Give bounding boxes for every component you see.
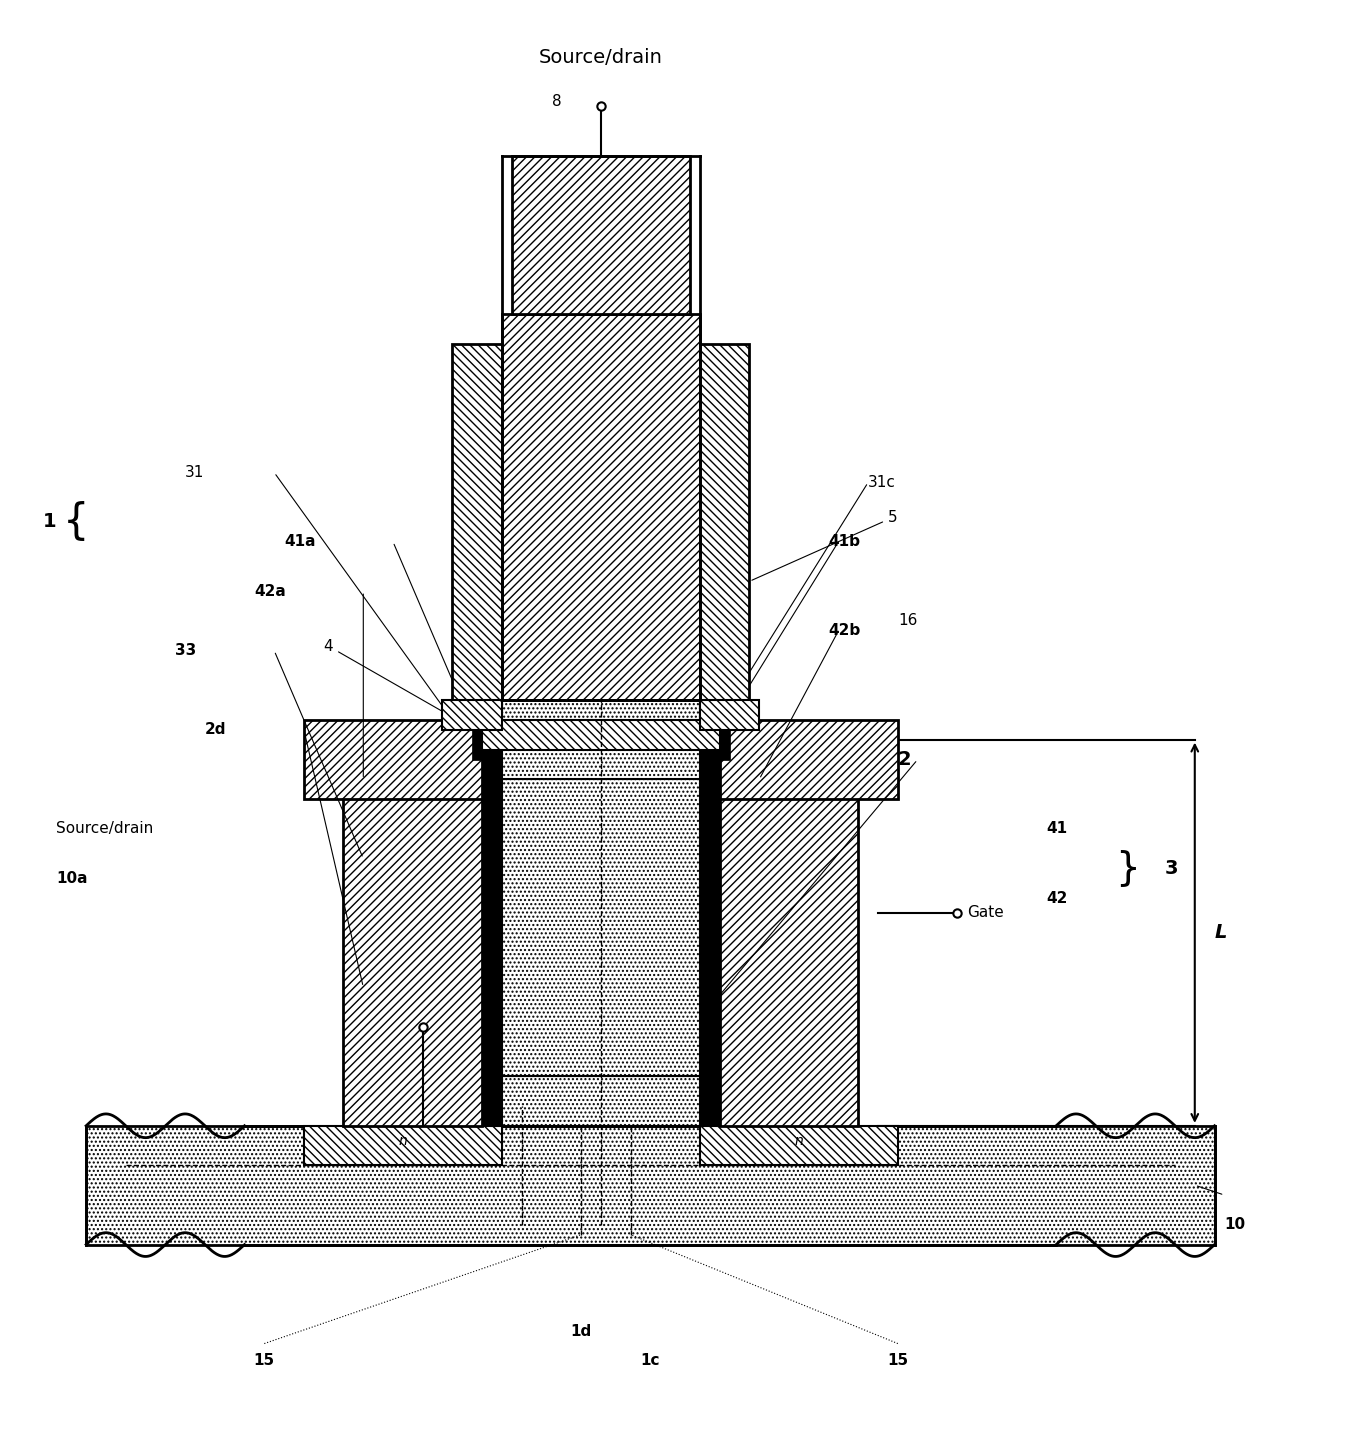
Bar — [501, 701, 700, 779]
Text: 1d: 1d — [570, 1324, 592, 1338]
Bar — [501, 1077, 700, 1125]
Text: 1c: 1c — [641, 1353, 660, 1369]
Bar — [473, 729, 501, 759]
Bar — [700, 1125, 897, 1165]
Bar — [443, 701, 501, 729]
Text: n: n — [399, 1134, 407, 1148]
Text: Source/drain: Source/drain — [56, 821, 153, 837]
Text: n: n — [596, 732, 606, 746]
Text: 5: 5 — [752, 511, 897, 581]
Bar — [700, 343, 749, 701]
Bar — [719, 739, 858, 1125]
Bar — [719, 719, 897, 799]
Text: 3: 3 — [1164, 859, 1178, 878]
Bar — [501, 779, 700, 1077]
Bar — [501, 315, 700, 701]
Text: 41b: 41b — [829, 535, 860, 549]
Text: 16: 16 — [897, 613, 917, 628]
Text: 4: 4 — [323, 639, 489, 738]
Bar — [452, 343, 501, 701]
Bar — [86, 1125, 1215, 1244]
Text: }: } — [1115, 849, 1140, 888]
Bar — [512, 156, 690, 315]
Text: n: n — [795, 1134, 803, 1148]
Text: 42a: 42a — [255, 583, 286, 599]
Text: {: { — [63, 500, 89, 543]
Text: 15: 15 — [253, 1353, 275, 1369]
Bar — [700, 729, 730, 759]
Text: 33: 33 — [175, 644, 196, 658]
Text: 10a: 10a — [56, 871, 88, 885]
Text: 2d: 2d — [206, 722, 226, 738]
Bar — [700, 701, 759, 729]
Bar — [482, 739, 501, 1125]
Text: 42: 42 — [1047, 891, 1067, 905]
Bar — [344, 739, 482, 1125]
Text: 31c: 31c — [869, 475, 896, 490]
Text: 10: 10 — [1225, 1217, 1245, 1233]
Text: Source/drain: Source/drain — [538, 47, 663, 67]
Text: 8: 8 — [552, 94, 562, 109]
Text: 15: 15 — [888, 1353, 908, 1369]
Bar — [482, 719, 719, 749]
Text: 41: 41 — [1047, 821, 1067, 837]
Text: 42b: 42b — [829, 623, 860, 638]
Text: Gate: Gate — [967, 905, 1004, 921]
Text: 41a: 41a — [284, 535, 315, 549]
Text: 1: 1 — [42, 512, 56, 532]
Bar — [304, 719, 482, 799]
Text: 31: 31 — [185, 465, 204, 480]
Text: 2: 2 — [897, 751, 911, 769]
Text: p: p — [596, 921, 606, 935]
Bar — [700, 739, 719, 1125]
Text: L: L — [1215, 924, 1228, 942]
Bar — [304, 1125, 501, 1165]
